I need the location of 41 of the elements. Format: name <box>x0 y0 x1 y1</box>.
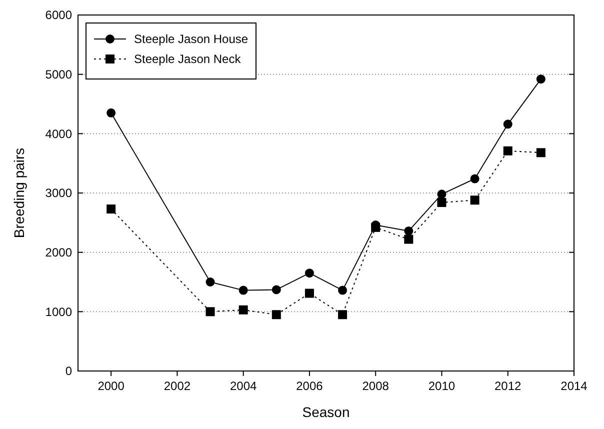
x-tick-label: 2012 <box>494 379 522 393</box>
x-tick-label: 2014 <box>560 379 588 393</box>
point <box>272 285 281 294</box>
point <box>206 307 215 316</box>
point <box>404 226 414 236</box>
x-tick-label: 2008 <box>362 379 390 393</box>
point <box>470 196 480 205</box>
y-tick-label: 6000 <box>45 8 72 22</box>
y-tick-label: 5000 <box>45 68 72 82</box>
point <box>206 278 215 286</box>
y-tick-label: 4000 <box>45 126 72 141</box>
legend-label: Steeple Jason House <box>134 32 248 46</box>
y-tick-label: 2000 <box>45 246 72 260</box>
point <box>272 310 281 320</box>
point <box>437 198 446 207</box>
y-tick-label: 3000 <box>45 186 72 200</box>
point <box>304 268 314 278</box>
point <box>470 174 480 184</box>
point <box>536 148 546 158</box>
point <box>238 305 248 314</box>
y-axis-title: Breeding pairs <box>11 148 27 238</box>
x-tick-label: 2002 <box>164 379 191 393</box>
y-tick-label: 0 <box>65 364 72 378</box>
point <box>338 310 348 320</box>
point <box>437 190 446 199</box>
point <box>338 286 348 295</box>
y-tick-label: 1000 <box>45 304 72 319</box>
point <box>304 288 314 298</box>
x-tick-label: 2000 <box>98 379 125 393</box>
x-tick-label: 2006 <box>296 379 324 393</box>
point <box>536 74 546 84</box>
point <box>106 204 116 214</box>
legend-label: Steeple Jason Neck <box>134 52 242 66</box>
point <box>404 234 414 244</box>
point <box>106 108 116 118</box>
x-axis-title: Season <box>302 404 350 420</box>
point <box>503 146 512 156</box>
x-tick-label: 2004 <box>230 379 258 393</box>
point <box>503 120 512 129</box>
x-tick-label: 2010 <box>428 379 456 393</box>
point <box>238 286 248 295</box>
